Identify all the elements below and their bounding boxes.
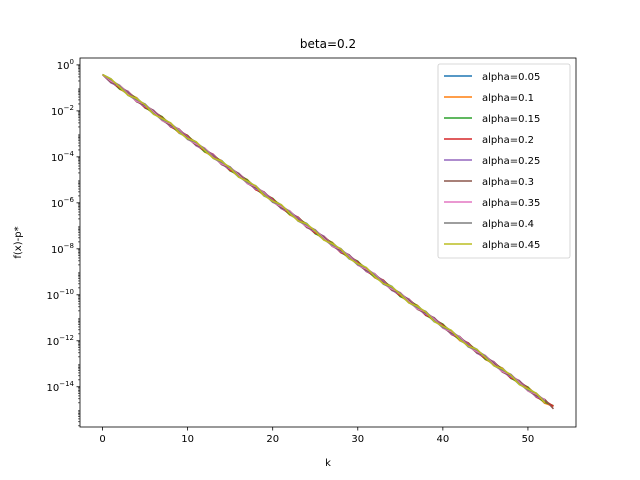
y-tick-label: 10−4 [51, 150, 75, 164]
legend-label: alpha=0.35 [482, 198, 540, 209]
legend-label: alpha=0.2 [482, 135, 534, 146]
legend-box [437, 63, 571, 259]
legend-label: alpha=0.05 [482, 72, 540, 83]
y-tick-label: 10−10 [46, 288, 74, 302]
legend-label: alpha=0.25 [482, 156, 540, 167]
legend: alpha=0.05 alpha=0.1 alpha=0.15 alpha=0.2 al… [437, 63, 571, 259]
chart-title: beta=0.2 [300, 37, 356, 51]
axes-frame [79, 57, 577, 428]
y-tick-label: 10−2 [51, 104, 74, 118]
x-tick-label: 30 [351, 434, 364, 445]
x-axis-ticks: 0 10 20 30 40 50 [99, 427, 534, 445]
legend-label: alpha=0.4 [482, 219, 534, 230]
y-tick-label: 10−12 [46, 334, 74, 348]
x-tick-label: 40 [436, 434, 449, 445]
y-tick-label: 10−6 [51, 196, 75, 210]
legend-label: alpha=0.15 [482, 114, 540, 125]
legend-label: alpha=0.45 [482, 240, 540, 251]
y-axis-label: f(x)-p* [13, 226, 24, 258]
y-tick-label: 10−14 [46, 380, 74, 394]
y-axis-ticks: 100 10−2 10−4 10−6 10−8 10−10 10−12 10−14 [46, 58, 80, 427]
series-line-alpha=0.45 [102, 73, 546, 404]
y-tick-label: 10−8 [51, 242, 74, 256]
x-tick-label: 0 [99, 434, 105, 445]
x-tick-label: 20 [266, 434, 279, 445]
x-axis-label: k [325, 458, 331, 469]
x-tick-label: 50 [522, 434, 535, 445]
legend-label: alpha=0.3 [482, 177, 534, 188]
series-lines [102, 73, 555, 410]
legend-label: alpha=0.1 [482, 93, 534, 104]
plot-area [79, 57, 577, 428]
y-tick-label: 100 [57, 58, 74, 72]
x-tick-label: 10 [181, 434, 194, 445]
